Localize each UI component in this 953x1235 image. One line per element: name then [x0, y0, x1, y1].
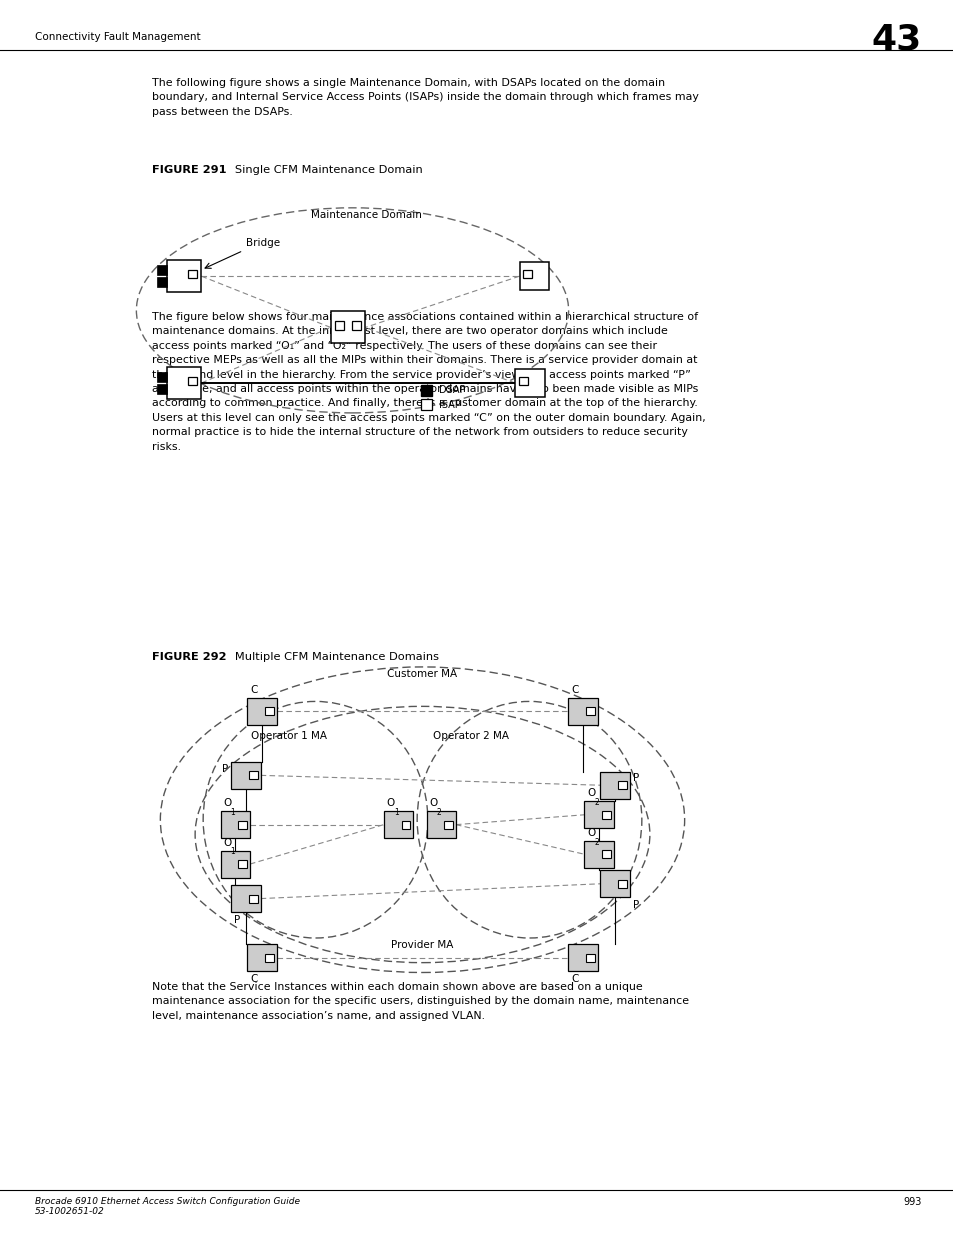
Bar	[401, 821, 410, 829]
Bar	[420, 385, 432, 396]
Bar	[601, 811, 610, 819]
Bar	[156, 278, 167, 288]
Bar	[188, 269, 196, 278]
Bar	[584, 802, 613, 829]
Bar	[265, 708, 274, 715]
Text: Operator 1 MA: Operator 1 MA	[251, 731, 327, 741]
Text: C: C	[250, 974, 257, 984]
Text: FIGURE 292: FIGURE 292	[152, 652, 226, 662]
Text: The following figure shows a single Maintenance Domain, with DSAPs located on th: The following figure shows a single Main…	[152, 78, 699, 117]
Bar	[518, 377, 527, 385]
Bar	[220, 851, 250, 878]
Bar	[515, 369, 544, 396]
Text: C: C	[570, 684, 578, 695]
Bar	[247, 945, 276, 971]
Bar	[599, 772, 629, 799]
Text: 43: 43	[871, 22, 921, 56]
Text: Single CFM Maintenance Domain: Single CFM Maintenance Domain	[224, 165, 422, 175]
Text: O: O	[429, 798, 437, 808]
Bar	[352, 321, 360, 330]
Text: Operator 2 MA: Operator 2 MA	[433, 731, 509, 741]
Text: ISAP: ISAP	[438, 400, 460, 410]
Bar	[426, 811, 456, 839]
Bar	[420, 399, 432, 410]
Bar	[331, 311, 365, 343]
Text: 993: 993	[902, 1197, 921, 1207]
Bar	[156, 384, 167, 394]
Text: 1: 1	[231, 847, 235, 856]
Bar	[519, 262, 549, 290]
Bar	[585, 953, 594, 962]
Text: Connectivity Fault Management: Connectivity Fault Management	[35, 32, 200, 42]
Bar	[522, 269, 532, 278]
Text: P: P	[633, 773, 639, 783]
Bar	[618, 782, 626, 789]
Bar	[156, 266, 167, 275]
Text: P: P	[633, 900, 639, 910]
Bar	[156, 372, 167, 382]
Text: C: C	[250, 684, 257, 695]
Bar	[231, 885, 260, 913]
Text: 1: 1	[394, 808, 398, 818]
Text: 2: 2	[594, 837, 598, 846]
Text: FIGURE 291: FIGURE 291	[152, 165, 226, 175]
Bar	[238, 821, 247, 829]
Bar	[238, 860, 247, 868]
Bar	[599, 871, 629, 898]
Bar	[601, 850, 610, 858]
Bar	[265, 953, 274, 962]
Bar	[188, 377, 196, 385]
Bar	[249, 772, 257, 779]
Bar	[584, 841, 613, 868]
Bar	[335, 321, 344, 330]
Text: Multiple CFM Maintenance Domains: Multiple CFM Maintenance Domains	[224, 652, 438, 662]
Bar	[444, 821, 453, 829]
Text: O: O	[223, 837, 232, 847]
Text: O: O	[386, 798, 395, 808]
Bar	[220, 811, 250, 839]
Text: Customer MA: Customer MA	[387, 669, 457, 679]
Text: P: P	[233, 915, 240, 925]
Text: Brocade 6910 Ethernet Access Switch Configuration Guide
53-1002651-02: Brocade 6910 Ethernet Access Switch Conf…	[35, 1197, 299, 1216]
Text: Maintenance Domain: Maintenance Domain	[311, 210, 421, 220]
Text: The figure below shows four maintenance associations contained within a hierarch: The figure below shows four maintenance …	[152, 312, 705, 452]
Bar	[585, 708, 594, 715]
Text: P: P	[221, 763, 228, 773]
Bar	[618, 879, 626, 888]
Text: Provider MA: Provider MA	[391, 941, 454, 951]
Bar	[167, 261, 201, 293]
Text: O: O	[586, 827, 595, 837]
Bar	[167, 367, 201, 399]
Text: 2: 2	[594, 798, 598, 808]
Text: 1: 1	[231, 808, 235, 818]
Bar	[568, 945, 598, 971]
Bar	[383, 811, 413, 839]
Text: O: O	[586, 788, 595, 798]
Bar	[247, 698, 276, 725]
Text: Note that the Service Instances within each domain shown above are based on a un: Note that the Service Instances within e…	[152, 982, 688, 1021]
Text: 2: 2	[436, 808, 441, 818]
Text: DSAP: DSAP	[438, 385, 465, 395]
Bar	[568, 698, 598, 725]
Text: C: C	[570, 974, 578, 984]
Bar	[249, 894, 257, 903]
Text: O: O	[223, 798, 232, 808]
Text: Bridge: Bridge	[245, 238, 279, 248]
Bar	[231, 762, 260, 789]
